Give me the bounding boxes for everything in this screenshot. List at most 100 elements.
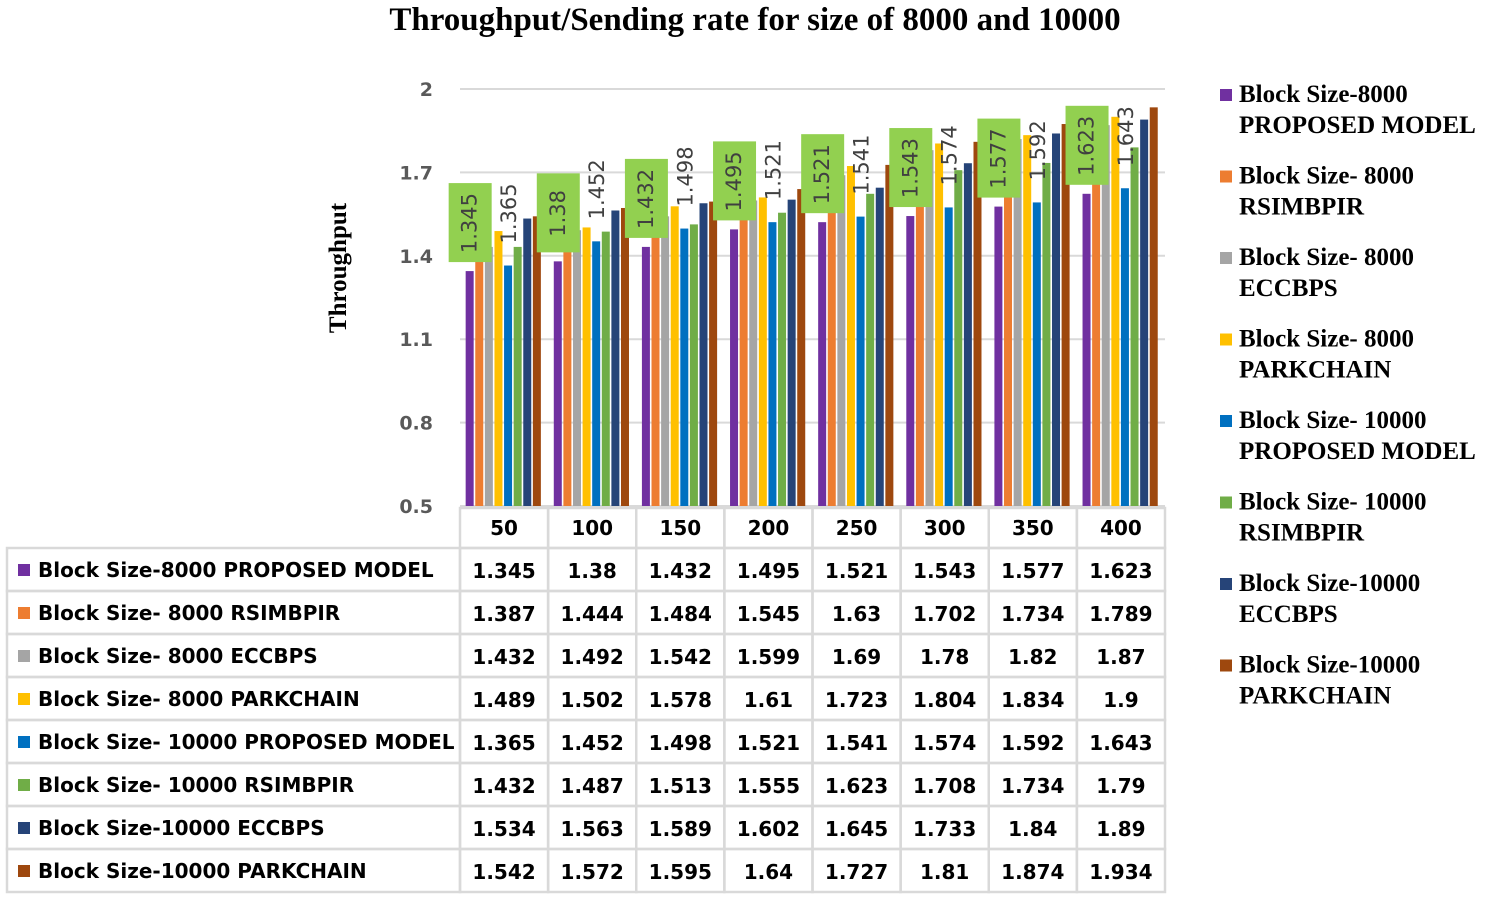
legend-label-line1: Block Size- 8000: [1239, 244, 1414, 271]
bar-4-6: [1032, 202, 1041, 506]
data-label: 1.38: [546, 190, 570, 237]
data-label-box: [713, 141, 757, 221]
table-value: 1.541: [825, 731, 888, 755]
legend-label-line1: Block Size- 8000: [1239, 163, 1414, 190]
legend-label-line2: PROPOSED MODEL: [1239, 112, 1476, 139]
table-value: 1.734: [1001, 774, 1064, 798]
data-label: 1.521: [810, 144, 834, 204]
x-category-label: 50: [490, 516, 518, 540]
data-label: 1.643: [1114, 106, 1138, 166]
data-label-box: [624, 158, 668, 238]
data-label-box: [536, 173, 580, 253]
bar-2-2: [661, 216, 670, 506]
table-value: 1.577: [1001, 559, 1064, 583]
data-label: 1.345: [458, 193, 482, 253]
x-category-label: 100: [571, 516, 613, 540]
legend-label-line2: PARKCHAIN: [1239, 683, 1391, 710]
bar-5-3: [778, 212, 787, 506]
table-value: 1.387: [472, 602, 535, 626]
bar-5-4: [866, 193, 875, 506]
bar-1-5: [915, 171, 924, 506]
table-value: 1.61: [744, 688, 793, 712]
table-value: 1.542: [649, 645, 712, 669]
table-row-label: Block Size- 10000 RSIMBPIR: [38, 773, 354, 797]
bar-1-7: [1092, 147, 1101, 506]
table-value: 1.834: [1001, 688, 1064, 712]
bar-1-2: [651, 232, 660, 506]
table-value: 1.513: [649, 774, 712, 798]
bar-1-3: [739, 215, 748, 507]
table-value: 1.432: [472, 774, 535, 798]
bar-5-0: [513, 246, 522, 507]
table-value: 1.452: [561, 731, 624, 755]
bar-1-1: [563, 243, 572, 506]
table-value: 1.623: [1089, 559, 1152, 583]
table-value: 1.874: [1001, 860, 1064, 884]
series-key-icon: [18, 822, 30, 834]
table-value: 1.89: [1096, 817, 1145, 841]
bar-7-2: [709, 201, 718, 506]
bar-6-0: [523, 218, 532, 506]
table-value: 1.87: [1096, 645, 1145, 669]
table-value: 1.542: [472, 860, 535, 884]
bar-7-6: [1061, 124, 1070, 506]
table-value: 1.708: [913, 774, 976, 798]
bar-2-1: [572, 230, 581, 506]
table-value: 1.595: [649, 860, 712, 884]
data-label-box: [801, 134, 845, 214]
bar-2-3: [749, 200, 758, 506]
table-value: 1.623: [825, 774, 888, 798]
legend-label-line2: RSIMBPIR: [1239, 194, 1365, 221]
table-value: 1.592: [1001, 731, 1064, 755]
data-label: 1.432: [634, 169, 658, 229]
data-label: 1.498: [673, 146, 697, 206]
y-tick-label: 0.8: [399, 413, 433, 435]
table-value: 1.727: [825, 860, 888, 884]
bar-1-4: [827, 191, 836, 507]
table-value: 1.521: [825, 559, 888, 583]
bar-2-4: [837, 175, 846, 506]
bar-4-0: [504, 265, 513, 506]
table-value: 1.69: [832, 645, 881, 669]
data-label: 1.521: [761, 140, 785, 200]
data-label: 1.623: [1075, 116, 1099, 176]
bars: [465, 107, 1158, 507]
bar-4-4: [856, 216, 865, 507]
table-value: 1.574: [913, 731, 976, 755]
chart-title: Throughput/Sending rate for size of 8000…: [389, 2, 1120, 38]
series-key-icon: [18, 865, 30, 877]
table-value: 1.82: [1008, 645, 1057, 669]
table-value: 1.78: [920, 645, 969, 669]
table-cell: [1075, 847, 1167, 894]
bar-3-0: [494, 231, 503, 507]
table-value: 1.733: [913, 817, 976, 841]
bar-0-1: [553, 261, 562, 506]
legend-swatch: [1220, 89, 1232, 101]
bar-3-1: [582, 227, 591, 506]
bar-6-1: [611, 210, 620, 506]
table-row-label: Block Size- 8000 RSIMBPIR: [38, 601, 340, 625]
table-row-label: Block Size- 10000 PROPOSED MODEL: [38, 730, 455, 754]
data-labels: 1.345 1.38 1.432 1.495 1.521 1.543 1.577 1.623 1…: [448, 105, 1138, 263]
table-value: 1.484: [649, 602, 712, 626]
data-label: 1.543: [898, 138, 922, 198]
table-value: 1.345: [472, 559, 535, 583]
legend-swatch: [1220, 578, 1232, 590]
bar-3-2: [670, 206, 679, 507]
y-tick-label: 1.4: [399, 246, 433, 268]
table-row-label: Block Size-8000 PROPOSED MODEL: [38, 558, 434, 582]
legend-label-line1: Block Size-8000: [1239, 81, 1408, 108]
bar-5-2: [689, 224, 698, 507]
legend-label-line1: Block Size- 10000: [1239, 407, 1427, 434]
bar-6-4: [875, 187, 884, 506]
bar-5-7: [1130, 147, 1139, 506]
table-value: 1.38: [568, 559, 617, 583]
legend-label-line2: ECCBPS: [1239, 601, 1338, 628]
table-value: 1.498: [649, 731, 712, 755]
bar-7-4: [885, 164, 894, 507]
data-label: 1.577: [986, 129, 1010, 189]
data-label-box: [889, 128, 933, 208]
table-value: 1.432: [649, 559, 712, 583]
bar-6-7: [1140, 119, 1149, 506]
